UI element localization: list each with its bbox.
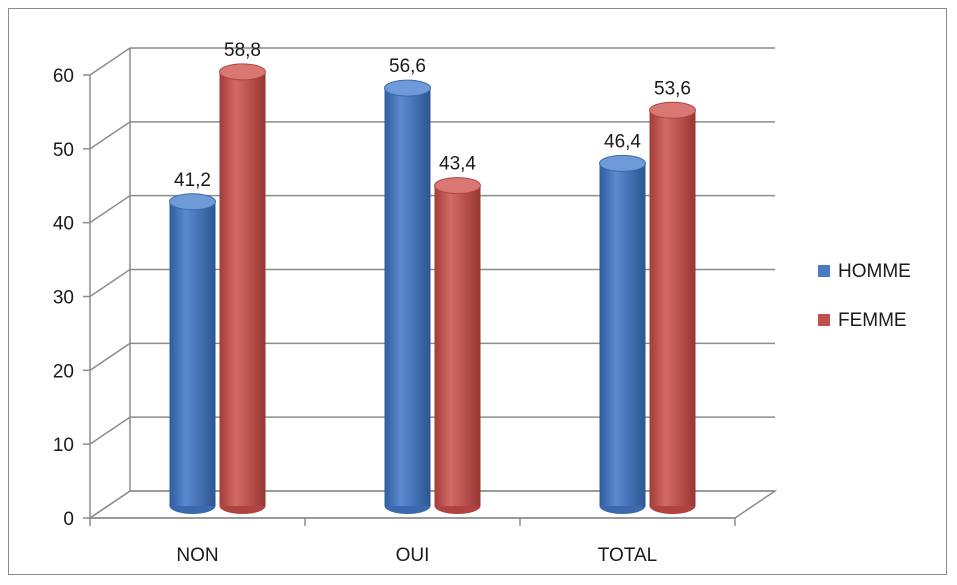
bar-top: [384, 79, 431, 97]
y-tick-label: 40: [53, 214, 74, 235]
gridline-side: [89, 195, 131, 224]
bars: [169, 63, 696, 514]
data-label-femme-oui: 43,4: [439, 154, 476, 175]
bar-body: [434, 185, 481, 506]
y-tick-label: 10: [53, 435, 74, 456]
bar-homme-total: [599, 154, 646, 514]
bar-body: [169, 201, 216, 506]
bar-top: [169, 193, 216, 211]
gridline-side: [89, 268, 131, 298]
y-tick-label: 30: [53, 288, 74, 309]
y-tick-label: 60: [53, 66, 74, 87]
legend-label-homme: HOMME: [838, 261, 911, 282]
data-label-femme-non: 58,8: [224, 40, 261, 61]
bar-femme-oui: [434, 177, 481, 514]
bar-body: [384, 88, 431, 506]
bar-top: [599, 154, 646, 172]
bar-femme-non: [219, 63, 266, 514]
x-category-label: OUI: [396, 545, 430, 566]
gridline-side: [89, 121, 131, 150]
gridline-side: [89, 490, 131, 519]
bar-body: [219, 71, 266, 507]
gridline-side: [89, 342, 131, 371]
data-labels: 41,2 58,8 56,6 43,4 46,4 53,6: [174, 40, 691, 191]
gridline-side: [89, 416, 131, 445]
data-label-homme-non: 41,2: [174, 170, 211, 191]
legend-swatch-homme: [818, 265, 830, 277]
data-label-femme-total: 53,6: [654, 78, 691, 99]
y-tick-label: 20: [53, 361, 74, 382]
y-tick-label: 0: [63, 509, 74, 530]
bar-body: [599, 163, 646, 506]
legend-swatch-femme: [818, 314, 830, 326]
data-label-homme-total: 46,4: [604, 131, 641, 152]
x-category-label: NON: [176, 545, 218, 566]
bar-top: [434, 177, 481, 195]
gridline-side: [89, 47, 131, 76]
bar-body: [649, 110, 696, 507]
bar-top: [649, 101, 696, 119]
bar-homme-non: [169, 193, 216, 514]
x-category-label: TOTAL: [598, 545, 657, 566]
bar-top: [219, 63, 266, 81]
axes: 0 10 20 30 40 50 60 NON OUI TOTAL: [53, 48, 736, 566]
y-tick-label: 50: [53, 140, 74, 161]
bar-homme-oui: [384, 79, 431, 514]
bar-femme-total: [649, 101, 696, 514]
legend: HOMME FEMME: [818, 261, 911, 331]
data-label-homme-oui: 56,6: [389, 56, 426, 77]
legend-label-femme: FEMME: [838, 310, 907, 331]
